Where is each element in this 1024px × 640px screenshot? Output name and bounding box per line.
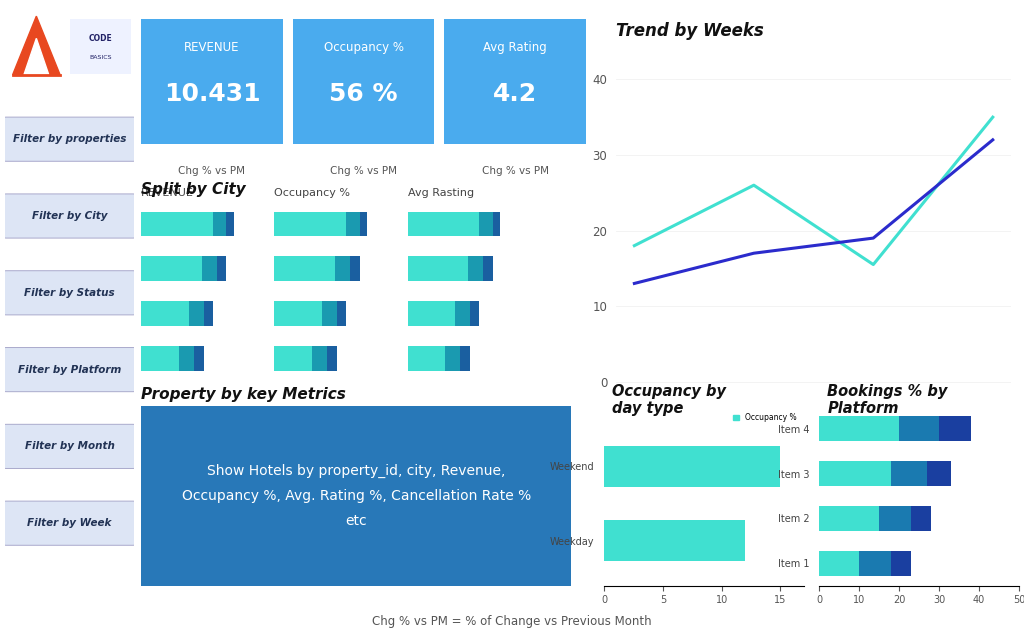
Text: Chg % vs PM: Chg % vs PM xyxy=(481,166,549,176)
Bar xyxy=(819,417,899,441)
Bar xyxy=(408,257,468,281)
Bar xyxy=(899,417,939,441)
Text: Filter by City: Filter by City xyxy=(32,211,108,221)
Bar xyxy=(179,346,195,371)
FancyBboxPatch shape xyxy=(124,399,589,593)
FancyBboxPatch shape xyxy=(66,16,135,77)
Bar xyxy=(274,212,346,236)
Bar xyxy=(927,461,951,486)
Text: Show Hotels by property_id, city, Revenue,
Occupancy %, Avg. Rating %, Cancellat: Show Hotels by property_id, city, Revenu… xyxy=(181,464,531,528)
Text: Filter by Week: Filter by Week xyxy=(28,518,112,528)
Bar xyxy=(335,257,350,281)
FancyBboxPatch shape xyxy=(131,10,293,153)
Bar xyxy=(819,551,859,575)
Bar xyxy=(408,301,455,326)
Text: REVENUE: REVENUE xyxy=(184,42,240,54)
Bar xyxy=(604,445,780,486)
Bar xyxy=(195,346,204,371)
Bar xyxy=(483,257,493,281)
Bar xyxy=(217,257,226,281)
Text: Chg % vs PM: Chg % vs PM xyxy=(330,166,397,176)
Bar xyxy=(819,506,879,531)
Text: 10.431: 10.431 xyxy=(164,82,260,106)
FancyBboxPatch shape xyxy=(1,501,138,545)
Bar xyxy=(470,301,479,326)
FancyBboxPatch shape xyxy=(434,10,596,153)
Bar xyxy=(408,212,479,236)
Bar xyxy=(891,551,911,575)
Text: CODE: CODE xyxy=(88,34,113,43)
Bar xyxy=(445,346,461,371)
Bar xyxy=(188,301,204,326)
Bar xyxy=(141,346,179,371)
Text: Filter by properties: Filter by properties xyxy=(13,134,126,144)
Bar xyxy=(879,506,911,531)
Polygon shape xyxy=(24,38,49,75)
Bar xyxy=(312,346,328,371)
FancyBboxPatch shape xyxy=(1,194,138,238)
Text: Filter by Status: Filter by Status xyxy=(25,288,115,298)
Bar xyxy=(204,301,213,326)
FancyBboxPatch shape xyxy=(1,348,138,392)
Text: Filter by Month: Filter by Month xyxy=(25,442,115,451)
Bar xyxy=(468,257,483,281)
Bar xyxy=(274,301,322,326)
Legend: Occupancy %: Occupancy % xyxy=(730,410,800,426)
Text: Avg Rating: Avg Rating xyxy=(483,42,547,54)
Bar xyxy=(939,417,971,441)
Bar xyxy=(859,551,891,575)
Bar xyxy=(141,212,213,236)
Bar xyxy=(493,212,500,236)
Text: Avg Rasting: Avg Rasting xyxy=(408,188,474,198)
Text: Chg % vs PM: Chg % vs PM xyxy=(178,166,246,176)
Text: Bookings % by
Platform: Bookings % by Platform xyxy=(827,384,948,417)
Bar xyxy=(141,257,202,281)
Polygon shape xyxy=(12,16,60,75)
Bar xyxy=(274,257,335,281)
Bar xyxy=(479,212,493,236)
Bar xyxy=(202,257,217,281)
Text: Chg % vs PM = % of Change vs Previous Month: Chg % vs PM = % of Change vs Previous Mo… xyxy=(372,616,652,628)
Bar xyxy=(226,212,233,236)
FancyBboxPatch shape xyxy=(1,424,138,468)
Bar xyxy=(337,301,346,326)
Bar xyxy=(350,257,359,281)
Bar xyxy=(408,346,445,371)
Bar xyxy=(911,506,931,531)
Text: Occupancy by
day type: Occupancy by day type xyxy=(612,384,726,417)
Text: Occupancy %: Occupancy % xyxy=(324,42,403,54)
Bar xyxy=(141,301,188,326)
FancyBboxPatch shape xyxy=(1,117,138,161)
Text: REVENUE: REVENUE xyxy=(141,188,195,198)
Bar xyxy=(346,212,359,236)
Bar xyxy=(274,346,312,371)
Text: Trend by Weeks: Trend by Weeks xyxy=(616,22,764,40)
Bar xyxy=(891,461,927,486)
Bar xyxy=(461,346,470,371)
Bar xyxy=(604,520,745,561)
Bar xyxy=(455,301,470,326)
Text: 4.2: 4.2 xyxy=(493,82,538,106)
FancyBboxPatch shape xyxy=(1,271,138,315)
FancyBboxPatch shape xyxy=(283,10,444,153)
Bar xyxy=(328,346,337,371)
Bar xyxy=(359,212,367,236)
Text: Occupancy %: Occupancy % xyxy=(274,188,350,198)
Text: Property by key Metrics: Property by key Metrics xyxy=(141,387,346,402)
Text: Split by City: Split by City xyxy=(141,182,246,197)
Bar xyxy=(213,212,226,236)
Text: 56 %: 56 % xyxy=(330,82,397,106)
Bar xyxy=(819,461,891,486)
Text: Filter by Platform: Filter by Platform xyxy=(18,365,121,374)
Bar xyxy=(322,301,337,326)
Text: BASICS: BASICS xyxy=(89,55,112,60)
